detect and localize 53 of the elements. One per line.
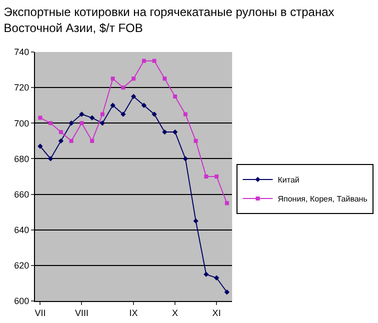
point	[80, 121, 84, 126]
point	[182, 156, 188, 162]
point	[214, 174, 219, 178]
y-tick-label: 600	[14, 296, 30, 306]
point	[48, 121, 53, 126]
point	[69, 138, 74, 143]
point	[141, 102, 147, 108]
x-tick-label: X	[172, 308, 178, 318]
point	[173, 94, 178, 98]
y-tick-label: 740	[14, 47, 30, 58]
point	[120, 112, 126, 117]
point	[152, 58, 156, 63]
point	[68, 120, 74, 126]
chart-title: Экспортные котировки на горячекатаные рулоны в странах Восточной Азии, $/т FOB	[4, 5, 334, 35]
point	[100, 120, 106, 126]
point	[79, 112, 84, 117]
point	[224, 290, 230, 295]
point	[193, 218, 198, 224]
point	[204, 174, 208, 178]
point	[58, 138, 64, 144]
point	[48, 156, 54, 162]
x-tick-label: XI	[212, 308, 221, 318]
point	[110, 76, 115, 81]
point	[152, 112, 157, 117]
x-tick-label: VII	[34, 308, 46, 318]
x-tick-label: VIII	[74, 308, 88, 318]
y-tick-label: 620	[14, 260, 30, 271]
point	[110, 102, 116, 108]
point	[162, 76, 167, 81]
legend-label: Япония, Корея, Тайвань	[278, 194, 368, 204]
point	[89, 115, 95, 120]
point	[130, 94, 136, 100]
point	[121, 86, 126, 90]
point	[58, 130, 63, 134]
y-tick-label: 660	[14, 189, 30, 200]
point	[194, 138, 198, 143]
y-tick-label: 720	[14, 82, 30, 93]
x-tick-label: IX	[129, 308, 138, 318]
point	[142, 58, 146, 63]
point	[162, 129, 168, 135]
point	[183, 112, 188, 116]
y-tick-label: 640	[14, 225, 30, 236]
point	[38, 116, 42, 120]
y-tick-label: 700	[14, 118, 30, 128]
point	[132, 76, 136, 81]
legend-label: Китай	[278, 176, 300, 185]
point	[214, 275, 220, 280]
point	[224, 201, 229, 206]
point	[38, 144, 43, 149]
y-tick-label: 680	[14, 154, 30, 164]
point	[204, 272, 209, 277]
point	[90, 138, 94, 143]
point	[100, 112, 104, 116]
